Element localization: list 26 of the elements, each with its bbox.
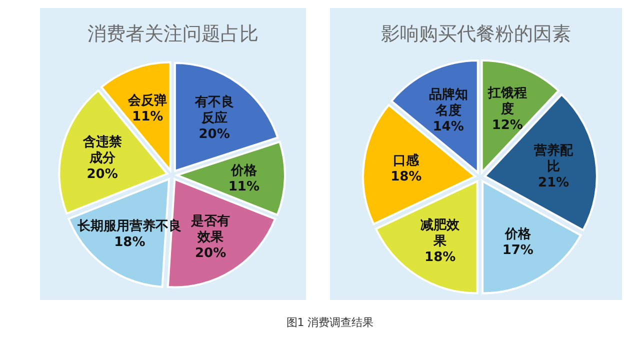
slice-label: 含违禁成分: [82, 134, 123, 166]
chart-title: 影响购买代餐粉的因素: [381, 23, 571, 45]
data-label: 20%: [86, 167, 118, 182]
data-label: 20%: [194, 246, 226, 261]
slice-label: 品牌知名度: [428, 86, 468, 119]
slice-label: 营养配比: [533, 142, 574, 174]
slice-label: 减肥效果: [420, 218, 461, 249]
slice-label: 有不良反应: [194, 94, 234, 126]
caption: 图1 消费调查结果: [286, 316, 374, 329]
data-label: 11%: [228, 179, 260, 194]
data-label: 11%: [132, 109, 164, 124]
data-label: 18%: [114, 235, 146, 250]
slice-label: 价格: [230, 163, 258, 178]
data-label: 18%: [424, 250, 456, 265]
slice-label: 价格: [504, 227, 532, 242]
data-label: 14%: [432, 120, 464, 135]
data-label: 20%: [198, 126, 230, 142]
slice-label: 是否有效果: [190, 214, 230, 245]
slice-label: 扛饿程度: [486, 86, 527, 117]
chart-title: 消费者关注问题占比: [88, 23, 258, 45]
data-label: 12%: [492, 118, 523, 133]
slice-label: 口感: [393, 152, 420, 169]
slice-label: 会反弹: [127, 92, 168, 108]
data-label: 17%: [502, 243, 534, 258]
data-label: 18%: [390, 170, 422, 185]
data-label: 21%: [538, 175, 570, 190]
